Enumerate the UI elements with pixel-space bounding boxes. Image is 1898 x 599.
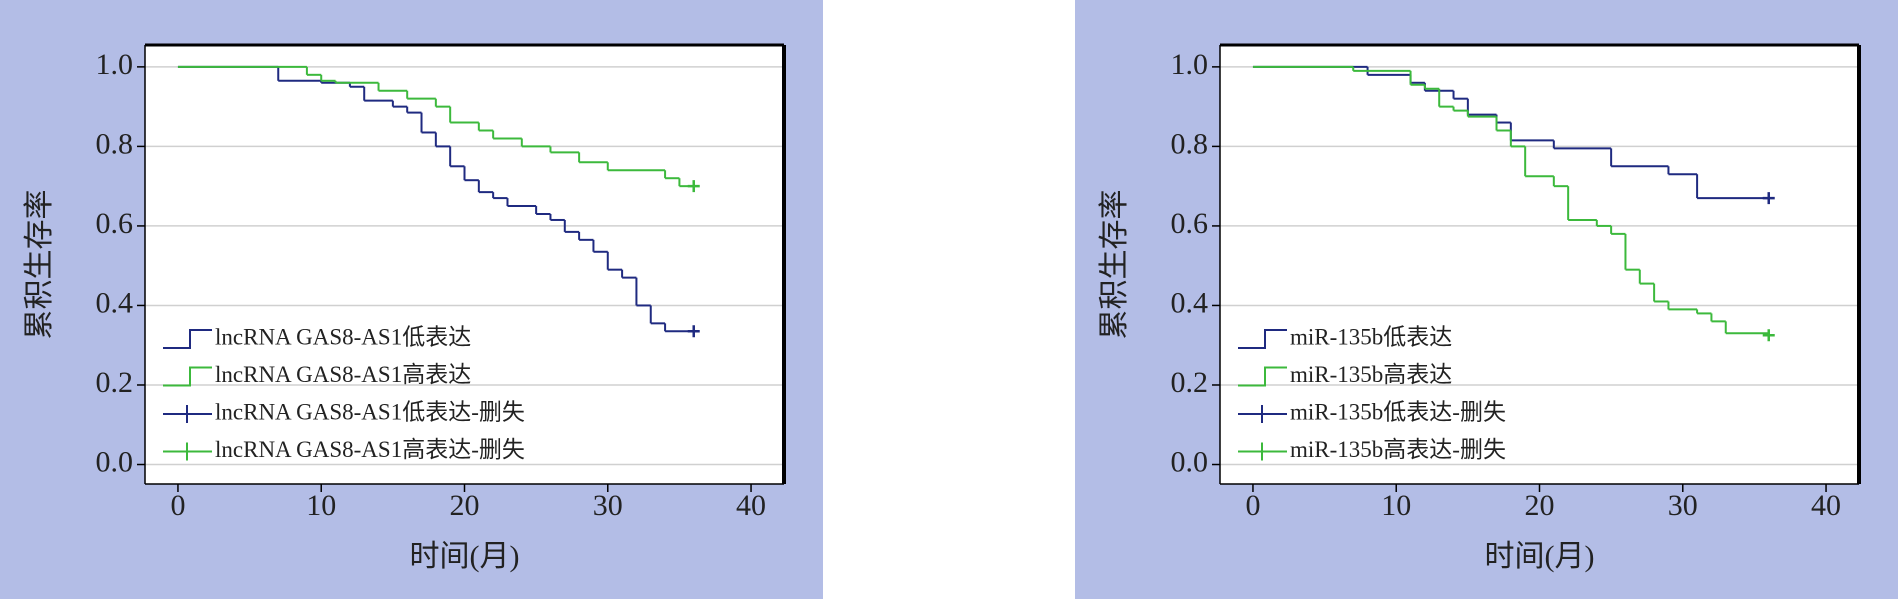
legend-icon [1238, 442, 1287, 461]
plot-area [1220, 45, 1859, 484]
y-tick-label: 0.2 [96, 366, 134, 399]
legend-icon [1238, 405, 1287, 423]
y-tick-label: 0.4 [1171, 286, 1209, 319]
legend-label: lncRNA GAS8-AS1高表达 [215, 362, 471, 387]
x-axis-label: 时间(月) [410, 540, 520, 573]
censor-mark [687, 180, 700, 193]
x-tick-label: 10 [306, 489, 336, 522]
legend-icon [1238, 329, 1287, 349]
legend-label: lncRNA GAS8-AS1高表达-删失 [215, 437, 525, 462]
y-tick-label: 0.8 [96, 127, 134, 160]
x-tick-label: 40 [736, 489, 766, 522]
x-tick-label: 40 [1811, 489, 1841, 522]
legend-icon [163, 405, 212, 423]
y-tick-label: 1.0 [96, 48, 134, 81]
legend-label: miR-135b高表达-删失 [1290, 437, 1506, 462]
y-tick-label: 0.6 [1171, 207, 1209, 240]
y-tick-label: 0.4 [96, 286, 134, 319]
x-tick-label: 0 [170, 489, 185, 522]
legend-label: miR-135b低表达-删失 [1290, 399, 1506, 424]
legend-label: lncRNA GAS8-AS1低表达-删失 [215, 399, 525, 424]
censor-mark [1762, 192, 1775, 205]
x-tick-label: 30 [1668, 489, 1698, 522]
x-tick-label: 10 [1381, 489, 1411, 522]
plot-area [145, 45, 784, 484]
legend-icon [163, 442, 212, 461]
x-tick-label: 20 [1525, 489, 1555, 522]
legend-icon [163, 366, 212, 387]
x-axis-label: 时间(月) [1485, 540, 1595, 573]
y-tick-label: 0.0 [96, 445, 134, 478]
y-tick-label: 0.0 [1171, 445, 1209, 478]
legend-label: lncRNA GAS8-AS1低表达 [215, 324, 471, 349]
y-axis-label: 累积生存率 [23, 190, 56, 340]
y-tick-label: 0.6 [96, 207, 134, 240]
legend-label: miR-135b高表达 [1290, 362, 1452, 387]
x-tick-label: 0 [1245, 489, 1260, 522]
x-tick-label: 20 [450, 489, 480, 522]
y-tick-label: 0.2 [1171, 366, 1209, 399]
legend-label: miR-135b低表达 [1290, 324, 1452, 349]
legend-icon [1238, 366, 1287, 387]
legend-icon [163, 329, 212, 349]
censor-mark [1762, 329, 1775, 342]
y-tick-label: 0.8 [1171, 127, 1209, 160]
x-tick-label: 30 [593, 489, 623, 522]
y-tick-label: 1.0 [1171, 48, 1209, 81]
censor-mark [687, 325, 700, 338]
y-axis-label: 累积生存率 [1098, 190, 1131, 340]
